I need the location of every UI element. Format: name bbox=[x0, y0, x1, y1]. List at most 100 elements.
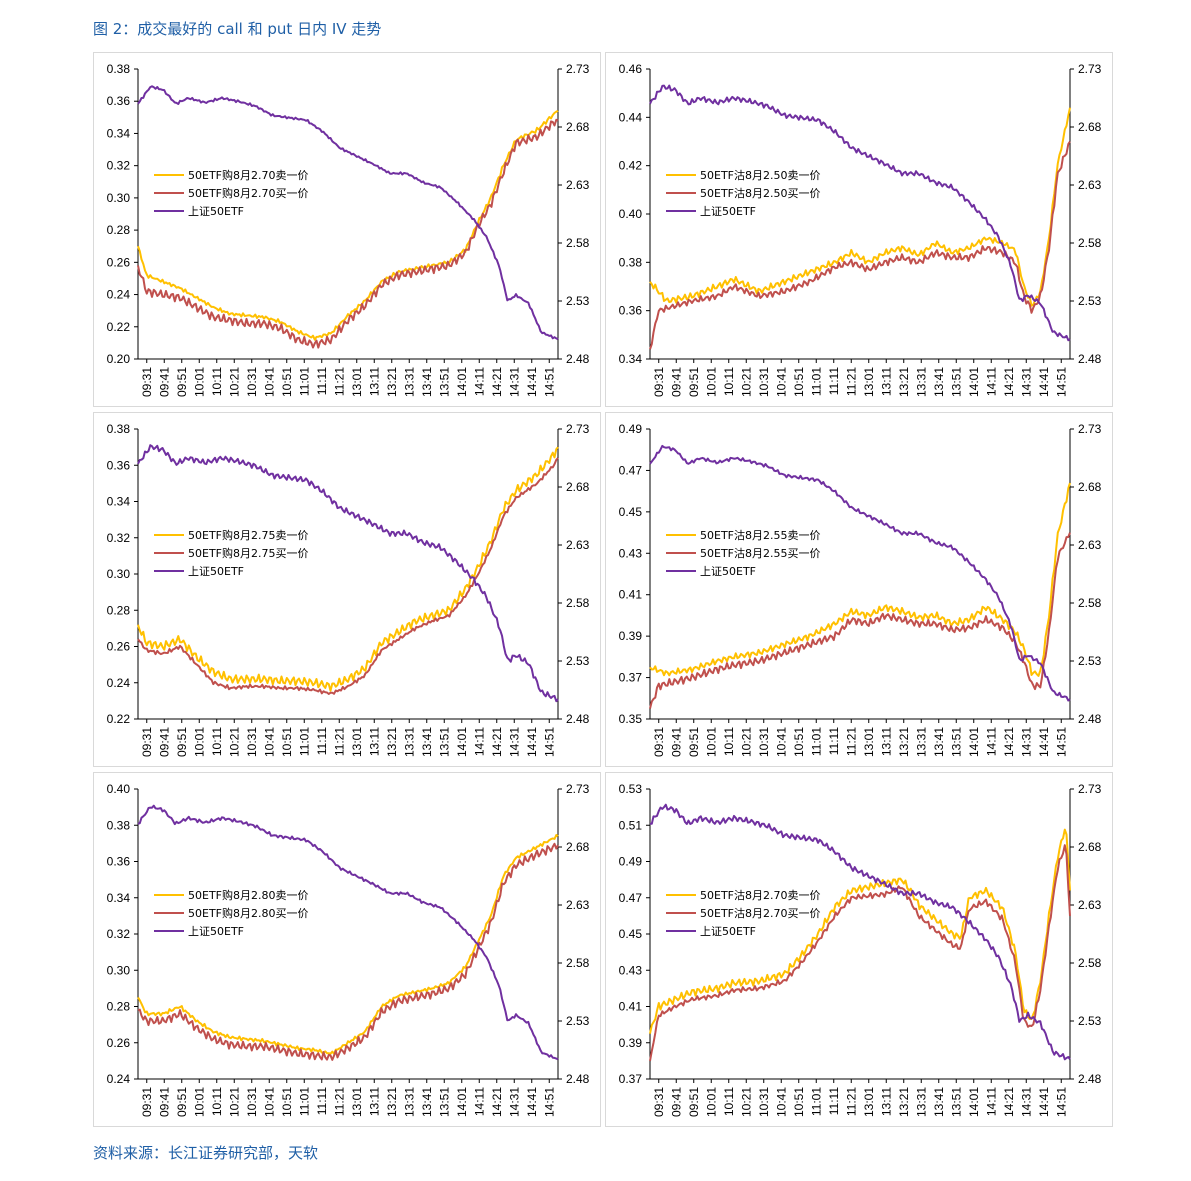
x-tick-label: 10:01 bbox=[704, 727, 718, 757]
y-right-tick-label: 2.68 bbox=[566, 480, 590, 494]
x-tick-label: 09:51 bbox=[687, 727, 701, 757]
x-tick-label: 11:11 bbox=[315, 1087, 329, 1116]
y-left-tick-label: 0.51 bbox=[619, 818, 643, 832]
x-tick-label: 14:51 bbox=[1054, 1087, 1068, 1117]
series-line-1 bbox=[137, 109, 559, 341]
y-left-tick-label: 0.30 bbox=[107, 963, 131, 977]
x-tick-label: 09:51 bbox=[687, 1087, 701, 1117]
y-left-tick-label: 0.41 bbox=[619, 588, 643, 602]
x-tick-label: 10:41 bbox=[262, 367, 276, 397]
series-line-3 bbox=[650, 803, 1071, 1061]
y-right-tick-label: 2.68 bbox=[1078, 480, 1102, 494]
x-tick-label: 14:41 bbox=[525, 727, 539, 757]
y-left-tick-label: 0.34 bbox=[107, 495, 131, 509]
x-tick-label: 14:11 bbox=[472, 1087, 486, 1116]
x-tick-label: 14:11 bbox=[472, 367, 486, 396]
x-tick-label: 14:31 bbox=[507, 727, 521, 757]
x-tick-label: 10:01 bbox=[704, 1087, 718, 1117]
x-tick-label: 10:31 bbox=[245, 1087, 259, 1117]
x-tick-label: 14:21 bbox=[490, 367, 504, 397]
x-tick-label: 09:31 bbox=[140, 1087, 154, 1117]
y-right-tick-label: 2.58 bbox=[1078, 956, 1102, 970]
x-tick-label: 13:01 bbox=[350, 367, 364, 397]
x-tick-label: 10:51 bbox=[280, 727, 294, 757]
y-right-tick-label: 2.68 bbox=[566, 840, 590, 854]
x-tick-label: 10:21 bbox=[227, 727, 241, 757]
x-tick-label: 10:01 bbox=[192, 367, 206, 397]
x-tick-label: 13:21 bbox=[897, 1087, 911, 1117]
x-tick-label: 10:11 bbox=[722, 367, 736, 396]
x-tick-label: 13:51 bbox=[437, 1087, 451, 1117]
y-left-tick-label: 0.45 bbox=[619, 927, 643, 941]
x-tick-label: 14:31 bbox=[1019, 1087, 1033, 1117]
y-right-tick-label: 2.53 bbox=[566, 654, 590, 668]
y-right-tick-label: 2.48 bbox=[1078, 352, 1102, 366]
x-tick-label: 14:01 bbox=[455, 1087, 469, 1117]
x-tick-label: 14:41 bbox=[1037, 367, 1051, 397]
x-tick-label: 14:41 bbox=[1037, 727, 1051, 757]
y-right-tick-label: 2.68 bbox=[566, 120, 590, 134]
y-right-tick-label: 2.48 bbox=[566, 1072, 590, 1086]
x-tick-label: 09:41 bbox=[157, 1087, 171, 1117]
y-left-tick-label: 0.38 bbox=[107, 62, 131, 76]
x-tick-label: 14:01 bbox=[967, 1087, 981, 1117]
x-tick-label: 09:41 bbox=[669, 727, 683, 757]
x-tick-label: 10:31 bbox=[757, 367, 771, 397]
x-tick-label: 11:11 bbox=[315, 367, 329, 396]
y-left-tick-label: 0.28 bbox=[107, 603, 131, 617]
y-right-tick-label: 2.58 bbox=[1078, 236, 1102, 250]
x-tick-label: 13:11 bbox=[879, 1087, 893, 1116]
x-tick-label: 13:21 bbox=[385, 727, 399, 757]
x-tick-label: 10:51 bbox=[280, 367, 294, 397]
y-left-tick-label: 0.43 bbox=[619, 546, 643, 560]
y-right-tick-label: 2.58 bbox=[566, 236, 590, 250]
x-tick-label: 13:01 bbox=[862, 367, 876, 397]
x-tick-label: 14:01 bbox=[967, 727, 981, 757]
x-tick-label: 13:31 bbox=[914, 367, 928, 397]
legend-label: 上证50ETF bbox=[188, 565, 244, 578]
y-right-tick-label: 2.63 bbox=[566, 538, 590, 552]
x-tick-label: 14:21 bbox=[490, 727, 504, 757]
series-line-1 bbox=[649, 482, 1071, 677]
x-tick-label: 09:41 bbox=[157, 367, 171, 397]
y-right-tick-label: 2.63 bbox=[566, 178, 590, 192]
y-left-tick-label: 0.30 bbox=[107, 567, 131, 581]
x-tick-label: 13:21 bbox=[897, 367, 911, 397]
x-tick-label: 09:51 bbox=[175, 367, 189, 397]
figure-source: 资料来源：长江证券研究部，天软 bbox=[93, 1144, 319, 1162]
x-tick-label: 10:11 bbox=[210, 1087, 224, 1116]
x-tick-label: 14:01 bbox=[455, 727, 469, 757]
y-left-tick-label: 0.32 bbox=[107, 159, 131, 173]
x-tick-label: 11:11 bbox=[827, 727, 841, 756]
y-left-tick-label: 0.39 bbox=[619, 629, 643, 643]
x-tick-label: 14:21 bbox=[1002, 727, 1016, 757]
chart-panel-1: 0.20 0.22 0.24 0.26 0.28 0.30 0.32 0.34 0.36 0.38… bbox=[93, 52, 601, 407]
x-tick-label: 13:21 bbox=[385, 1087, 399, 1117]
series-line-3 bbox=[649, 444, 1071, 702]
x-tick-label: 10:11 bbox=[210, 727, 224, 756]
x-tick-label: 14:31 bbox=[507, 1087, 521, 1117]
x-tick-label: 13:41 bbox=[420, 367, 434, 397]
x-tick-label: 14:21 bbox=[1002, 1087, 1016, 1117]
y-left-tick-label: 0.43 bbox=[619, 963, 643, 977]
x-tick-label: 11:01 bbox=[809, 367, 823, 396]
x-tick-label: 10:41 bbox=[262, 1087, 276, 1117]
x-tick-label: 09:31 bbox=[140, 367, 154, 397]
x-tick-label: 09:31 bbox=[652, 727, 666, 757]
x-tick-label: 13:31 bbox=[402, 727, 416, 757]
x-tick-label: 14:51 bbox=[1054, 727, 1068, 757]
y-left-tick-label: 0.36 bbox=[107, 458, 131, 472]
x-tick-label: 14:11 bbox=[984, 1087, 998, 1116]
x-tick-label: 10:21 bbox=[739, 727, 753, 757]
y-right-tick-label: 2.63 bbox=[1078, 538, 1102, 552]
y-left-tick-label: 0.37 bbox=[619, 671, 643, 685]
x-tick-label: 09:31 bbox=[652, 367, 666, 397]
y-left-tick-label: 0.36 bbox=[107, 94, 131, 108]
x-tick-label: 10:31 bbox=[245, 727, 259, 757]
x-tick-label: 14:11 bbox=[984, 367, 998, 396]
y-right-tick-label: 2.53 bbox=[566, 1014, 590, 1028]
chart-3: 0.22 0.24 0.26 0.28 0.30 0.32 0.34 0.36 0.38 2.48… bbox=[107, 422, 590, 757]
y-right-tick-label: 2.63 bbox=[566, 898, 590, 912]
x-tick-label: 11:11 bbox=[315, 727, 329, 756]
x-tick-label: 14:31 bbox=[1019, 367, 1033, 397]
